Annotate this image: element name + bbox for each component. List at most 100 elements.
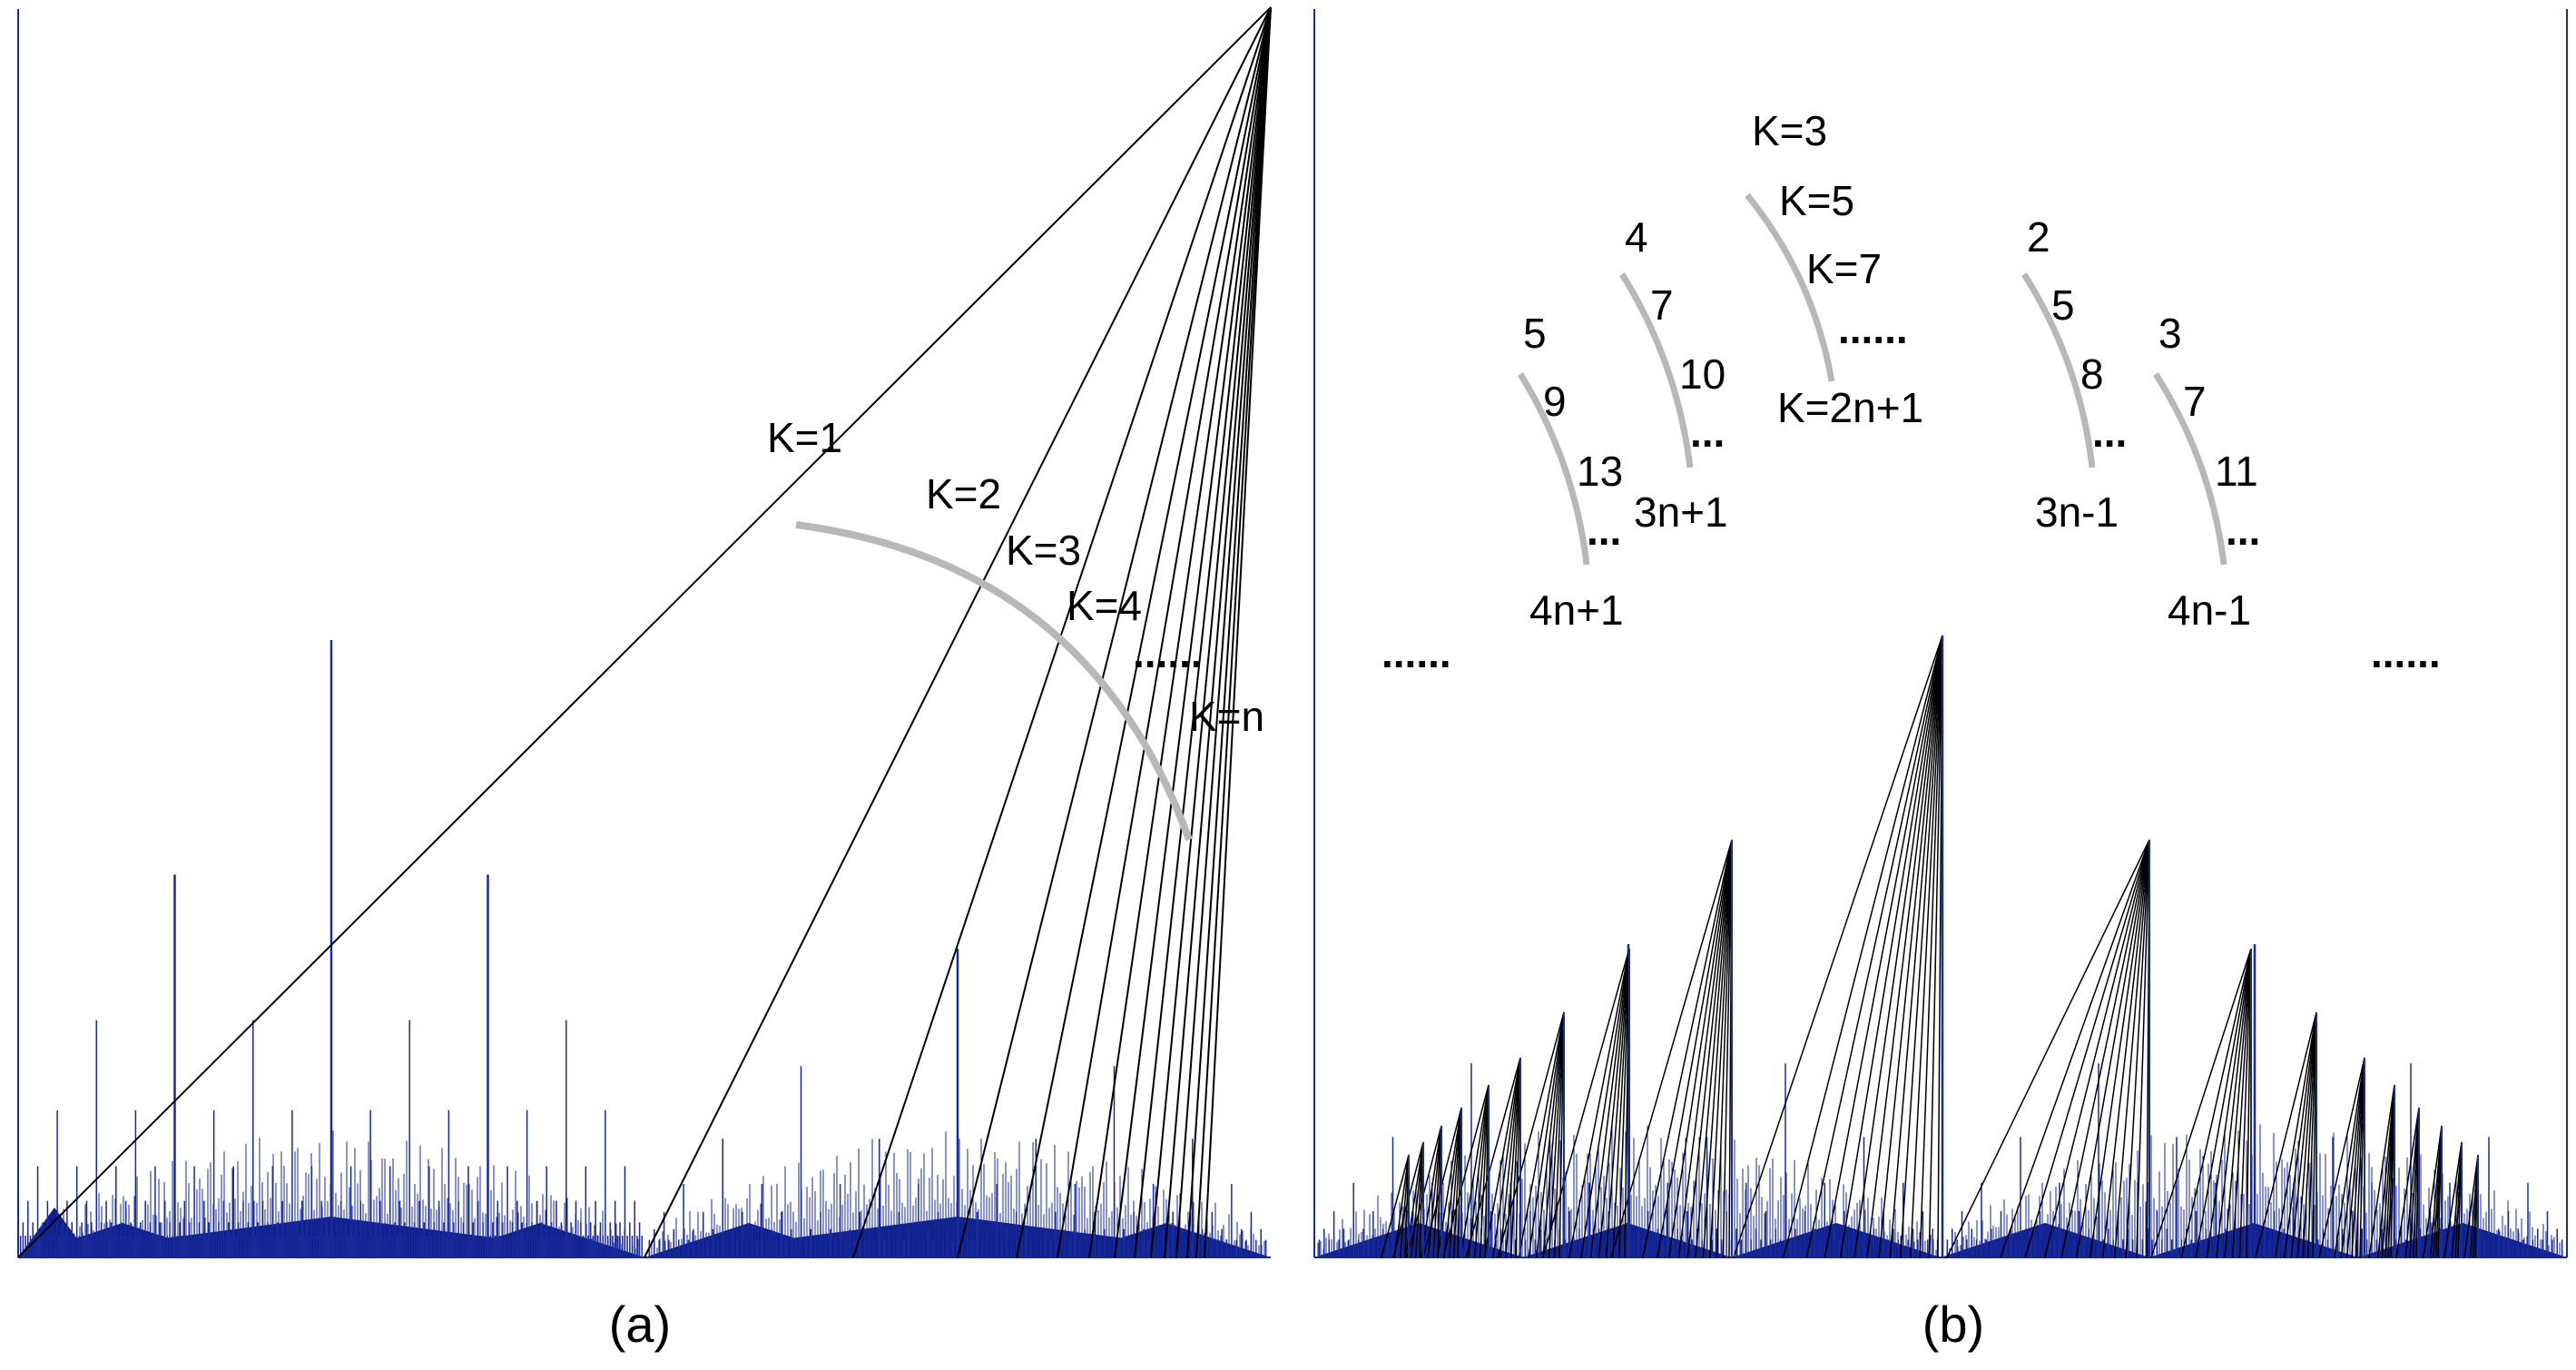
fan-line — [1499, 1057, 1521, 1258]
panel-a-stems — [18, 640, 1271, 1257]
fan-line — [1709, 839, 1733, 1258]
fan-line — [1889, 635, 1943, 1258]
fan-line — [1677, 839, 1733, 1258]
label-b-li-1: 7 — [1650, 281, 1674, 329]
label-k1: K=1 — [767, 414, 842, 461]
fan-line — [2000, 839, 2150, 1258]
label-b-li-4: 3n+1 — [1634, 488, 1728, 536]
label-b-center-ellipsis: ...... — [1838, 305, 1908, 352]
fan-line — [1186, 6, 1272, 1258]
fan-line — [1548, 1011, 1565, 1258]
label-b-k3: K=3 — [1752, 107, 1827, 154]
fan-line — [1535, 1011, 1565, 1258]
fan-line — [1839, 635, 1943, 1258]
fan-line — [2125, 839, 2150, 1258]
label-k4: K=4 — [1067, 582, 1142, 629]
fan-line — [2296, 1011, 2317, 1258]
fan-line — [2463, 1154, 2479, 1258]
panel-b-arc-right-outer — [2153, 372, 2227, 566]
fan-line — [852, 6, 1272, 1258]
label-b-lo-2: 13 — [1577, 448, 1623, 495]
fan-line — [1878, 635, 1943, 1258]
fan-line — [2443, 1141, 2463, 1258]
fan-line — [1910, 635, 1943, 1258]
caption-b: (b) — [1922, 1296, 1984, 1353]
fan-line — [1589, 948, 1630, 1258]
fan-line — [1518, 1011, 1565, 1258]
label-k3: K=3 — [1006, 527, 1081, 574]
fan-line — [2180, 948, 2252, 1258]
fan-line — [1175, 6, 1272, 1258]
panel-b-arc-center — [1745, 192, 1835, 382]
label-b-lo-0: 5 — [1523, 310, 1547, 357]
label-b-ri-2: 8 — [2080, 350, 2104, 398]
label-ellipsis: ...... — [1133, 629, 1203, 676]
fan-line — [2195, 948, 2252, 1258]
label-b-ro-3: ... — [2226, 507, 2260, 554]
fan-line — [1492, 1057, 1521, 1258]
fan-line — [2340, 1057, 2365, 1258]
fan-line — [2150, 948, 2252, 1258]
label-b-left-ellipsis: ...... — [1381, 629, 1451, 676]
fan-line — [2075, 839, 2150, 1258]
fan-line — [1505, 1057, 1521, 1258]
fan-line — [644, 6, 1272, 1258]
fan-line — [1432, 1125, 1442, 1258]
fan-line — [2423, 1125, 2443, 1258]
fan-line — [1510, 1057, 1521, 1258]
fan-line — [2274, 1011, 2317, 1258]
panel-a: K=1 K=2 K=3 K=4 ...... K=n (a) — [17, 6, 1272, 1353]
fan-line — [1114, 6, 1272, 1258]
fan-line — [1686, 839, 1733, 1258]
panel-b-arc-right-inner — [2021, 272, 2096, 468]
fan-line — [2231, 948, 2252, 1258]
panel-a-fan-lines — [17, 6, 1272, 1258]
label-b-lo-4: 4n+1 — [1529, 586, 1624, 634]
fan-line — [1483, 1057, 1521, 1258]
fan-line — [2377, 1084, 2395, 1258]
label-b-li-0: 4 — [1625, 213, 1648, 261]
fan-line — [2334, 1057, 2365, 1258]
fan-line — [1702, 839, 1733, 1258]
fan-line — [2290, 1011, 2317, 1258]
fan-line — [1427, 1125, 1442, 1258]
fan-line — [1381, 1154, 1410, 1258]
label-b-k2n1: K=2n+1 — [1777, 384, 1923, 431]
fan-line — [1393, 1154, 1410, 1258]
fan-line — [2113, 839, 2150, 1258]
fan-line — [1057, 6, 1272, 1258]
fan-line — [1411, 1141, 1424, 1258]
fan-line — [2060, 839, 2150, 1258]
fan-line — [1617, 948, 1630, 1258]
label-b-ri-3: ... — [2092, 409, 2127, 456]
fan-line — [1580, 948, 1630, 1258]
label-b-lo-3: ... — [1587, 507, 1621, 554]
fan-line — [1473, 1084, 1490, 1258]
fan-line — [1088, 6, 1272, 1258]
fan-line — [1468, 1084, 1490, 1258]
panel-b: K=3 K=5 K=7 ...... K=2n+1 5 9 13 ... 4n+… — [1313, 9, 2568, 1353]
label-b-ro-1: 7 — [2183, 378, 2207, 425]
panel-b-arc-left-outer — [1518, 372, 1590, 566]
fan-line — [1479, 1084, 1490, 1258]
fan-line — [1442, 1084, 1490, 1258]
fan-line — [1695, 839, 1733, 1258]
fan-line — [2302, 1011, 2317, 1258]
fan-line — [1919, 635, 1943, 1258]
fan-line — [1783, 635, 1943, 1258]
fan-line — [2101, 839, 2150, 1258]
fan-line — [1900, 635, 1943, 1258]
fan-line — [2136, 839, 2150, 1258]
fan-line — [2318, 1057, 2365, 1258]
caption-a: (a) — [609, 1296, 671, 1353]
fan-line — [1542, 1011, 1565, 1258]
panel-b-fan-lines — [1381, 635, 2479, 1258]
fan-line — [1610, 839, 1733, 1258]
fan-line — [2395, 1107, 2420, 1258]
fan-line — [1448, 1107, 1462, 1258]
label-b-li-2: 10 — [1679, 350, 1726, 398]
label-b-k5: K=5 — [1779, 177, 1854, 224]
fan-line — [1605, 948, 1630, 1258]
label-b-ri-1: 5 — [2051, 281, 2075, 329]
